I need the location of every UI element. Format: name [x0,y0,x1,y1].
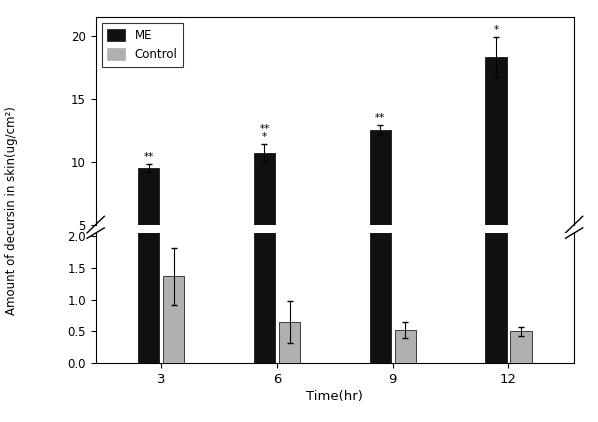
Bar [163,276,184,363]
Text: **: ** [375,113,385,123]
Bar [486,0,507,363]
Bar [279,322,300,363]
Bar [138,0,159,363]
Bar [254,0,275,363]
Bar [138,168,159,287]
Text: *: * [493,25,499,35]
Bar [370,130,391,287]
Text: *: * [262,132,267,142]
Bar [370,0,391,363]
Bar [254,153,275,287]
Bar [486,57,507,287]
Bar [395,281,416,287]
X-axis label: Time(hr): Time(hr) [306,390,364,403]
Bar [511,331,532,363]
Bar [511,281,532,287]
Legend: ME, Control: ME, Control [102,23,184,67]
Bar [163,271,184,287]
Text: **: ** [260,124,270,134]
Text: Amount of decursin in skin(ug/cm²): Amount of decursin in skin(ug/cm²) [5,107,19,315]
Text: **: ** [144,152,154,162]
Bar [279,279,300,287]
Bar [395,330,416,363]
